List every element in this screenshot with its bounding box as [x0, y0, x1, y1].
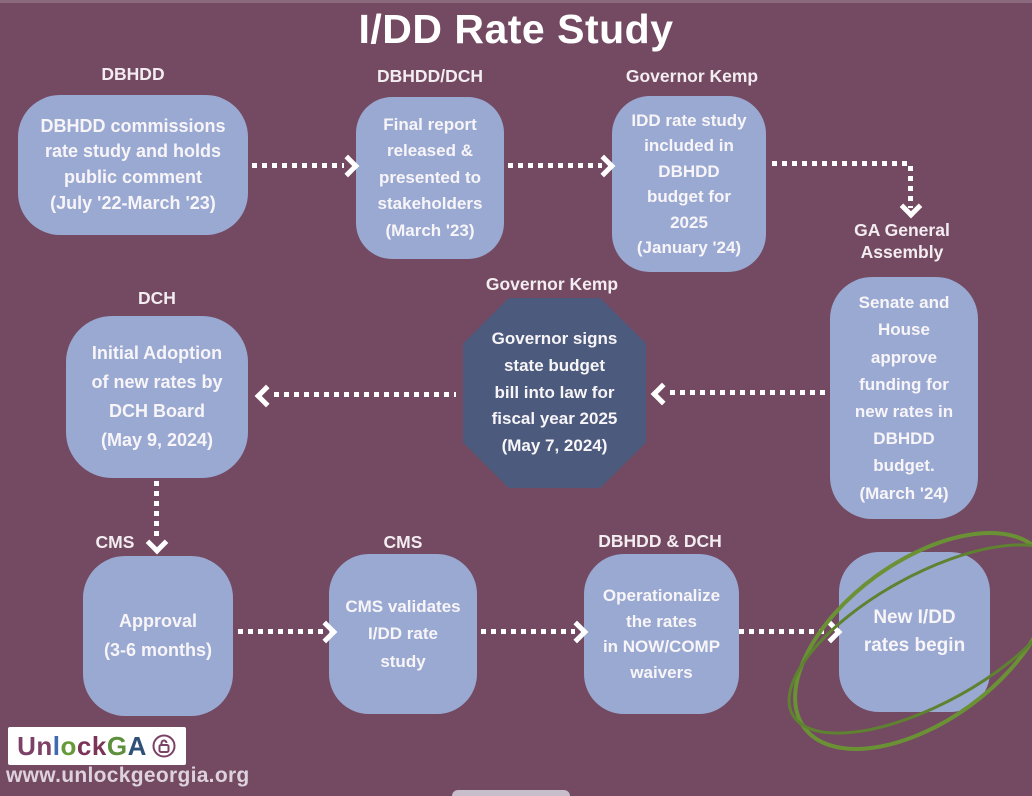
logo-letter-o: o — [60, 730, 77, 761]
node-label-dbhdd-dch: DBHDD/DCH — [377, 66, 483, 86]
logo-letter-un: Un — [17, 730, 53, 761]
flow-node-budget-inclusion: IDD rate study included in DBHDD budget … — [612, 96, 766, 272]
unlockga-logo-text: Un l o ck G A — [17, 731, 147, 762]
flow-node-new-rates-begin: New I/DD rates begin — [839, 552, 990, 712]
website-url: www.unlockgeorgia.org — [6, 764, 250, 787]
node-label-governor-kemp-1: Governor Kemp — [625, 66, 759, 86]
node-label-dch: DCH — [138, 288, 176, 308]
bottom-edge-element — [452, 790, 570, 796]
node-label-cms-1: CMS — [95, 532, 135, 552]
flow-node-commission-rate-study: DBHDD commissions rate study and holds p… — [18, 95, 248, 235]
logo-letter-ck: ck — [76, 730, 107, 761]
flow-node-cms-approval: Approval (3-6 months) — [83, 556, 233, 716]
node-label-governor-kemp-2: Governor Kemp — [485, 274, 619, 294]
unlock-icon — [152, 734, 176, 758]
flow-node-final-report: Final report released & presented to sta… — [356, 97, 504, 259]
node-label-dbhdd-and-dch: DBHDD & DCH — [598, 531, 722, 551]
logo-letter-g: G — [106, 730, 128, 761]
node-label-dbhdd: DBHDD — [101, 64, 165, 84]
node-label-ga-general-assembly: GA General Assembly — [854, 220, 950, 262]
node-label-cms-2: CMS — [383, 532, 423, 552]
logo-letter-a: A — [127, 730, 147, 761]
logo-letter-l: l — [52, 730, 61, 761]
flow-node-governor-signs: Governor signs state budget bill into la… — [463, 298, 646, 488]
flow-node-operationalize: Operationalize the rates in NOW/COMP wai… — [584, 554, 739, 714]
unlockga-logo: Un l o ck G A — [8, 727, 186, 765]
flow-node-cms-validates: CMS validates I/DD rate study — [329, 554, 477, 714]
flow-node-dch-adoption: Initial Adoption of new rates by DCH Boa… — [66, 316, 248, 478]
page-title: I/DD Rate Study — [358, 6, 674, 52]
flow-node-assembly-approval: Senate and House approve funding for new… — [830, 277, 978, 519]
